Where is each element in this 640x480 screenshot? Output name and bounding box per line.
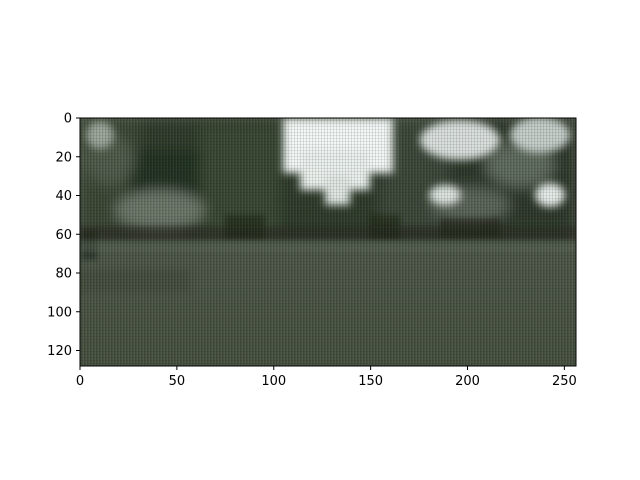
y-tick-label: 40 — [55, 189, 72, 204]
y-tick-label: 120 — [47, 344, 72, 359]
y-tick-label: 0 — [64, 112, 72, 127]
x-tick-label: 200 — [455, 374, 480, 389]
x-tick-label: 100 — [261, 374, 286, 389]
reconstructed-image — [80, 118, 576, 366]
y-axis: 0 20 40 60 80 100 120 — [47, 112, 80, 359]
y-tick-label: 80 — [55, 267, 72, 282]
x-axis: 0 50 100 150 200 250 — [76, 366, 577, 389]
x-tick-label: 50 — [169, 374, 186, 389]
y-tick-label: 60 — [55, 228, 72, 243]
x-tick-label: 0 — [76, 374, 84, 389]
y-tick-label: 20 — [55, 150, 72, 165]
y-tick-label: 100 — [47, 305, 72, 320]
x-tick-label: 250 — [552, 374, 577, 389]
axes-frame — [79, 117, 577, 367]
x-tick-label: 150 — [358, 374, 383, 389]
